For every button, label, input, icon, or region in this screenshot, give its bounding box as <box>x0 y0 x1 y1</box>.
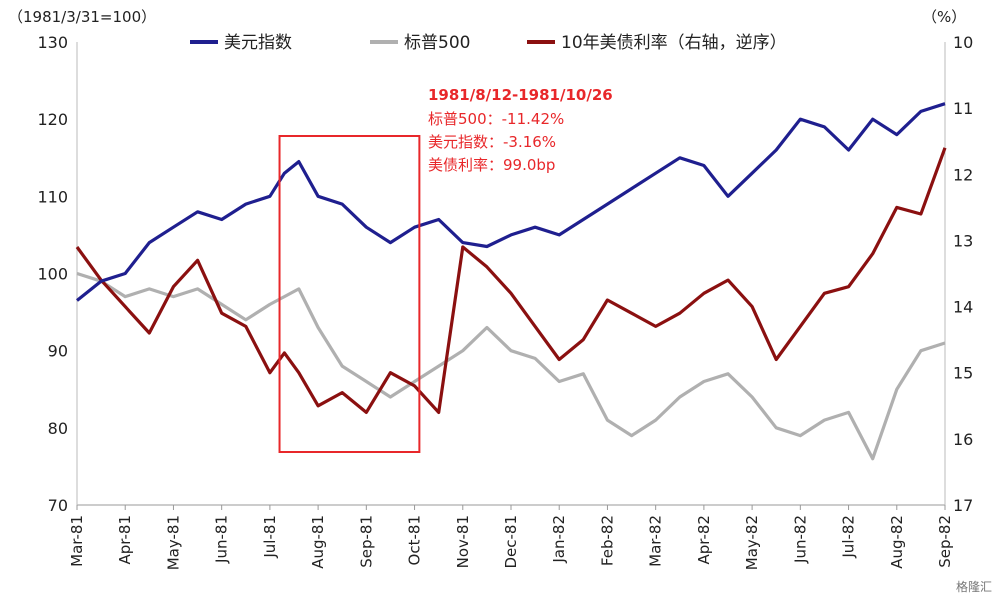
x-tick-label: May-82 <box>743 515 761 570</box>
annotation-line-sp500: 标普500：-11.42% <box>428 110 564 128</box>
x-tick-label: Jan-82 <box>550 515 568 564</box>
watermark: 格隆汇 <box>955 580 992 594</box>
left-axis-unit: （1981/3/31=100） <box>8 8 156 26</box>
annotation-title: 1981/8/12-1981/10/26 <box>428 86 613 104</box>
x-tick-label: Mar-81 <box>68 515 86 567</box>
x-tick-label: Dec-81 <box>502 515 520 569</box>
left-tick-label: 90 <box>48 342 68 361</box>
annotation-line-yield: 美债利率：99.0bp <box>428 156 555 174</box>
x-tick-label: Aug-81 <box>309 515 327 569</box>
x-tick-label: Sep-81 <box>357 515 375 568</box>
right-tick-label: 12 <box>953 165 973 184</box>
x-tick-label: Oct-81 <box>406 515 424 565</box>
right-tick-label: 13 <box>953 231 973 250</box>
annotation-line-dxy: 美元指数：-3.16% <box>428 133 556 151</box>
legend-label: 10年美债利率（右轴，逆序） <box>561 33 787 53</box>
left-tick-label: 70 <box>48 496 68 515</box>
x-tick-label: Mar-82 <box>647 515 665 567</box>
legend-label: 美元指数 <box>224 33 292 53</box>
left-axis-ticks: 70 80 90 100 110 120 130 <box>37 33 68 515</box>
right-axis-ticks: 10 11 12 13 14 15 16 17 <box>953 33 973 515</box>
x-tick-label: Jun-82 <box>791 515 809 564</box>
right-axis-unit: （%） <box>922 8 966 26</box>
left-tick-label: 120 <box>37 110 68 129</box>
x-tick-label: Nov-81 <box>454 515 472 568</box>
right-tick-label: 10 <box>953 33 973 52</box>
right-tick-label: 15 <box>953 364 973 383</box>
annotation: 1981/8/12-1981/10/26 标普500：-11.42% 美元指数：… <box>428 86 613 174</box>
x-tick-label: Apr-82 <box>695 515 713 565</box>
right-tick-label: 11 <box>953 99 973 118</box>
left-tick-label: 110 <box>37 187 68 206</box>
x-tick-label: Feb-82 <box>598 515 616 566</box>
right-tick-label: 16 <box>953 430 973 449</box>
x-tick-label: Apr-81 <box>116 515 134 565</box>
left-tick-label: 80 <box>48 419 68 438</box>
x-axis-ticks: Mar-81 Apr-81 May-81 Jun-81 Jul-81 Aug-81 Sep-… <box>68 505 954 570</box>
left-tick-label: 100 <box>37 265 68 284</box>
legend: 美元指数 标普500 10年美债利率（右轴，逆序） <box>190 33 787 53</box>
series-line-2 <box>75 147 947 414</box>
right-tick-label: 14 <box>953 298 973 317</box>
series-line-1 <box>76 271 946 461</box>
right-tick-label: 17 <box>953 496 973 515</box>
legend-label: 标普500 <box>404 33 470 53</box>
series-line-0 <box>75 102 946 302</box>
series-layer <box>75 102 947 461</box>
x-tick-label: Jul-82 <box>840 515 858 559</box>
x-tick-label: Jun-81 <box>213 515 231 564</box>
x-tick-label: May-81 <box>164 515 182 570</box>
x-tick-label: Jul-81 <box>261 515 279 559</box>
x-tick-label: Sep-82 <box>936 515 954 568</box>
x-tick-label: Aug-82 <box>888 515 906 569</box>
highlight-box <box>278 135 421 453</box>
left-tick-label: 130 <box>37 33 68 52</box>
